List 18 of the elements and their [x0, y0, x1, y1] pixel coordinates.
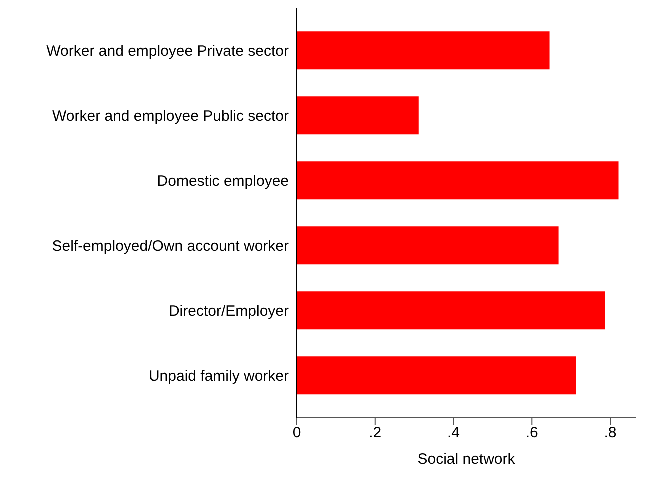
x-tick-label: .2 [369, 424, 382, 442]
bar [297, 226, 559, 265]
y-tick-label: Worker and employee Public sector [52, 108, 290, 125]
y-tick-label: Worker and employee Private sector [46, 42, 289, 60]
y-tick-label: Director/Employer [168, 302, 290, 320]
bar [297, 292, 606, 330]
bar [297, 356, 576, 395]
y-tick-label: Domestic employee [157, 172, 289, 190]
bar [297, 32, 550, 70]
x-tick-label: .4 [448, 424, 460, 442]
x-tick-label: .8 [604, 424, 617, 442]
y-tick-label: Self-employed/Own account worker [52, 238, 289, 255]
x-tick-label: .6 [526, 424, 538, 442]
bar [297, 162, 619, 200]
x-tick-label: 0 [292, 424, 302, 442]
x-axis-title: Social network [418, 451, 516, 468]
y-tick-label: Unpaid family worker [148, 368, 290, 385]
bar [297, 96, 419, 135]
